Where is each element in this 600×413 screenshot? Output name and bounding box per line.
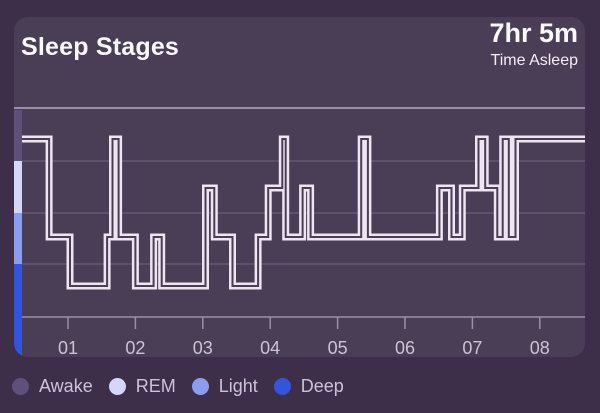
stage-bar-awake bbox=[14, 110, 22, 161]
awake-dot-icon bbox=[12, 377, 29, 395]
x-tick-label: 03 bbox=[193, 338, 213, 358]
stage-bar-rem bbox=[14, 161, 22, 213]
total-sleep-label: Time Asleep bbox=[490, 52, 578, 69]
legend-label: Awake bbox=[39, 375, 93, 396]
x-axis-ticks: 01 02 03 04 05 06 07 08 bbox=[58, 317, 550, 358]
legend-item-light: Light bbox=[191, 375, 258, 397]
x-tick-label: 06 bbox=[395, 338, 415, 358]
legend-item-rem: REM bbox=[108, 375, 176, 397]
rem-dot-icon bbox=[108, 377, 126, 395]
x-tick-label: 05 bbox=[328, 338, 348, 358]
x-tick-label: 08 bbox=[530, 338, 550, 358]
deep-dot-icon bbox=[273, 377, 291, 395]
total-sleep-value: 7hr 5m bbox=[489, 18, 578, 48]
card-title: Sleep Stages bbox=[21, 33, 180, 61]
legend-label: Light bbox=[218, 375, 258, 396]
legend-item-deep: Deep bbox=[273, 375, 344, 397]
x-tick-label: 01 bbox=[58, 338, 78, 358]
stage-bar-light bbox=[14, 213, 22, 264]
legend-item-awake: Awake bbox=[12, 376, 93, 397]
legend: Awake REM Light Deep bbox=[12, 373, 360, 399]
x-tick-label: 04 bbox=[260, 338, 280, 358]
legend-label: Deep bbox=[300, 375, 344, 396]
legend-label: REM bbox=[135, 375, 176, 396]
hypnogram-trace-inner bbox=[22, 138, 585, 287]
x-tick-label: 07 bbox=[462, 338, 482, 358]
stage-bar-deep bbox=[14, 264, 22, 357]
light-dot-icon bbox=[191, 377, 209, 395]
x-tick-label: 02 bbox=[125, 338, 145, 358]
